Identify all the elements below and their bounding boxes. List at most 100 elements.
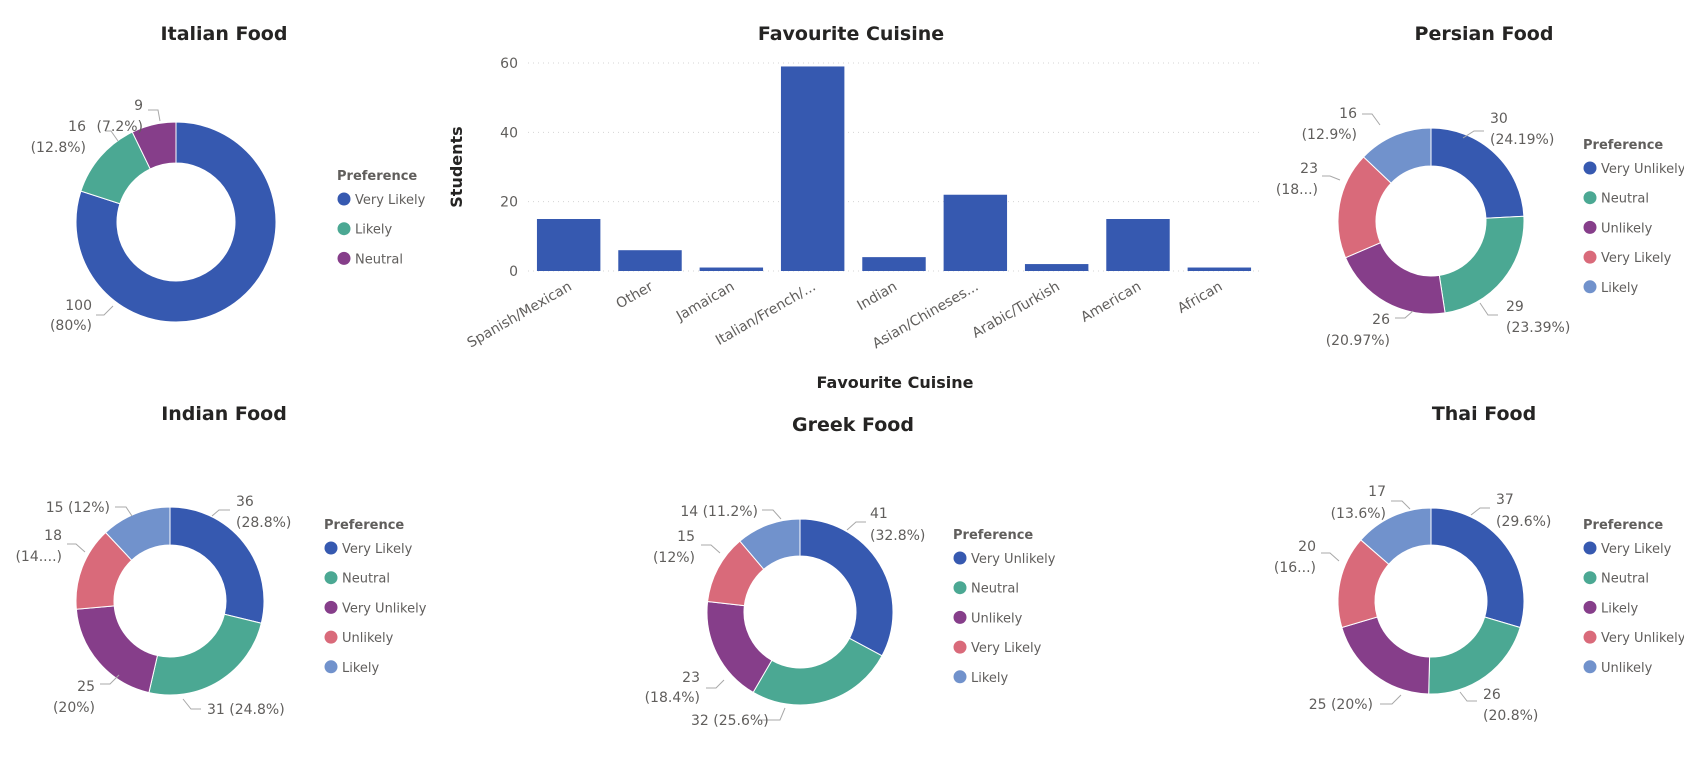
data-label: (24.19%): [1490, 132, 1554, 148]
y-tick-label: 20: [500, 195, 518, 211]
y-tick-label: 40: [500, 125, 518, 141]
data-label: 20: [1298, 539, 1316, 555]
donut-slice: [1344, 242, 1446, 315]
data-label: (7.2%): [97, 119, 144, 135]
legend-marker: [324, 571, 338, 585]
legend-marker: [324, 600, 338, 614]
data-label: (20.8%): [1483, 708, 1538, 724]
x-tick-label: Jamaican: [673, 279, 737, 325]
data-label: (20.97%): [1326, 333, 1390, 349]
legend-item: Very Likely: [1601, 251, 1672, 266]
legend-item: Unlikely: [971, 611, 1023, 626]
data-label: (18...): [1276, 182, 1318, 198]
legend-title: Preference: [324, 518, 404, 533]
persian-fooddonut-chart: Persian Food 30 (24.19%) 29 (23.39%) 26 (20.97…: [1276, 23, 1684, 349]
legend-marker: [953, 610, 967, 624]
data-label: 9: [134, 98, 143, 114]
legend-item: Very Unlikely: [971, 552, 1056, 567]
data-label: (16...): [1274, 560, 1316, 576]
bar-chart-title: Favourite Cuisine: [758, 23, 944, 45]
donut-slice: [1428, 616, 1521, 695]
data-label: 25 (20%): [1309, 697, 1373, 713]
data-label: 18: [44, 528, 62, 544]
data-label: 25: [77, 679, 95, 695]
legend-item: Likely: [342, 661, 380, 676]
data-label: (18.4%): [645, 690, 700, 706]
x-tick-label: American: [1078, 279, 1144, 326]
x-tick-label: Indian: [855, 279, 900, 314]
donut-title: Thai Food: [1432, 403, 1536, 425]
bar: [943, 194, 1008, 271]
donut-title: Greek Food: [792, 414, 914, 436]
indian-fooddonut-chart: Indian Food 36 (28.8%) 31 (24.8%) 25 (20%) 18 (…: [15, 403, 426, 718]
y-axis-title: Students: [447, 126, 466, 207]
x-tick-label: Arabic/Turkish: [970, 279, 1063, 342]
legend-marker: [1583, 541, 1597, 555]
legend-item: Neutral: [971, 582, 1019, 597]
legend-item: Neutral: [1601, 572, 1649, 587]
legend-item: Unlikely: [342, 631, 394, 646]
legend-item: Neutral: [342, 572, 390, 587]
donut-slice: [1430, 507, 1525, 629]
bar: [1024, 264, 1089, 271]
legend-item: Unlikely: [1601, 221, 1653, 236]
y-tick-label: 0: [509, 264, 518, 280]
leader-line: [115, 506, 133, 517]
donut-title: Persian Food: [1415, 23, 1554, 45]
leader-line: [211, 509, 230, 517]
leader-line: [1470, 507, 1490, 516]
legend-marker: [953, 551, 967, 565]
leader-line: [96, 305, 114, 316]
data-label: (12.9%): [1302, 127, 1357, 143]
data-label: 100: [65, 298, 92, 314]
legend-item: Neutral: [1601, 192, 1649, 207]
legend-item: Very Unlikely: [1601, 162, 1684, 177]
data-label: 23: [1300, 161, 1318, 177]
donut-slice: [1362, 127, 1432, 184]
bar-chart: Favourite Cuisine 0 20 40 60 Spanish/Mexican O…: [447, 23, 1260, 392]
leader-line: [1395, 310, 1414, 319]
legend-item: Likely: [1601, 601, 1639, 616]
leader-line: [67, 543, 86, 553]
legend-marker: [324, 541, 338, 555]
x-tick-label: Other: [614, 278, 657, 312]
legend-title: Preference: [1583, 518, 1663, 533]
data-label: 36: [236, 494, 254, 510]
data-label: 26: [1372, 312, 1390, 328]
donut-title: Italian Food: [161, 23, 288, 45]
bar: [862, 257, 926, 271]
legend-marker: [324, 630, 338, 644]
leader-line: [706, 679, 725, 689]
bar: [1187, 267, 1252, 271]
legend-marker: [953, 670, 967, 684]
bar: [536, 219, 601, 271]
legend-marker: [1583, 280, 1597, 294]
legend-marker: [337, 222, 351, 236]
legend-item: Very Likely: [355, 193, 426, 208]
donut-slice: [1341, 616, 1431, 695]
legend-marker: [337, 251, 351, 265]
data-label: (14....): [15, 549, 62, 565]
legend-marker: [1583, 600, 1597, 614]
data-label: 16: [68, 119, 86, 135]
donut-slice: [1360, 507, 1432, 565]
legend-item: Neutral: [355, 252, 403, 267]
legend-item: Likely: [971, 671, 1009, 686]
legend-item: Very Unlikely: [342, 601, 427, 616]
data-label: (80%): [50, 318, 92, 334]
donut-slice: [799, 518, 894, 657]
leader-line: [1322, 175, 1341, 181]
data-label: (32.8%): [870, 528, 925, 544]
legend-marker: [953, 581, 967, 595]
leader-line: [760, 707, 786, 721]
leader-line: [182, 698, 201, 710]
data-label: 23: [682, 670, 700, 686]
data-label: 30: [1490, 111, 1508, 127]
legend-marker: [324, 660, 338, 674]
bar: [618, 250, 682, 271]
data-label: (28.8%): [236, 515, 291, 531]
x-axis-title: Favourite Cuisine: [817, 373, 974, 392]
legend-title: Preference: [1583, 138, 1663, 153]
donut-slice: [148, 613, 262, 696]
